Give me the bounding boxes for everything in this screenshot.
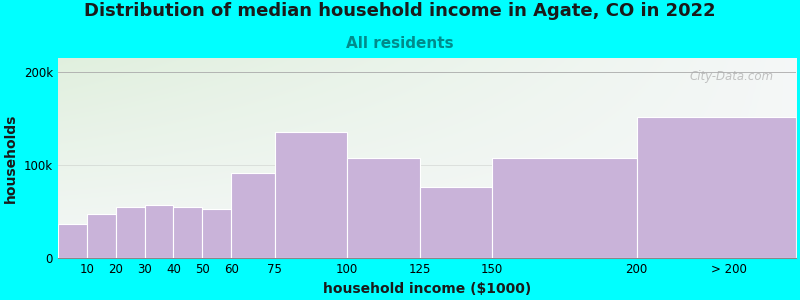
Y-axis label: households: households xyxy=(4,114,18,203)
Bar xyxy=(145,205,174,258)
Bar xyxy=(231,173,275,258)
Bar xyxy=(86,214,116,258)
X-axis label: household income ($1000): household income ($1000) xyxy=(322,282,531,296)
Bar xyxy=(637,117,796,258)
Text: Distribution of median household income in Agate, CO in 2022: Distribution of median household income … xyxy=(84,2,716,20)
Bar xyxy=(174,207,202,258)
Bar xyxy=(116,207,145,258)
Bar xyxy=(58,224,86,258)
Bar xyxy=(419,187,492,258)
Bar xyxy=(347,158,419,258)
Text: All residents: All residents xyxy=(346,36,454,51)
Bar xyxy=(492,158,637,258)
Bar xyxy=(275,132,347,258)
Text: City-Data.com: City-Data.com xyxy=(690,70,774,83)
Bar xyxy=(202,209,231,258)
